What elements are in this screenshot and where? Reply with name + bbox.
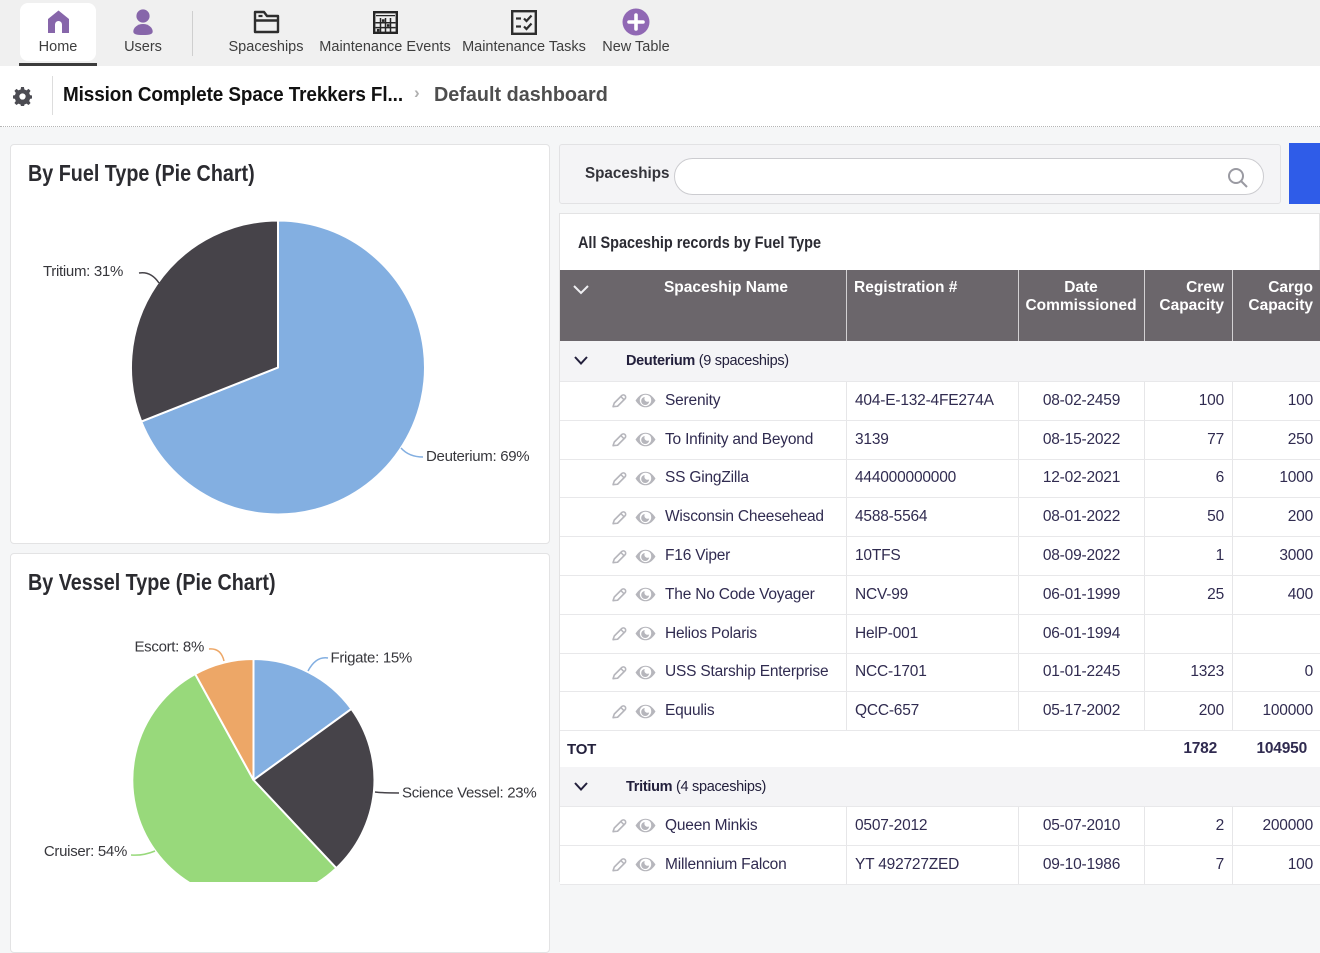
svg-text:Cruiser: 54%: Cruiser: 54% <box>44 843 127 860</box>
svg-text:Tritium: 31%: Tritium: 31% <box>43 263 123 280</box>
svg-text:Frigate: 15%: Frigate: 15% <box>331 650 412 667</box>
svg-text:Escort: 8%: Escort: 8% <box>134 639 204 656</box>
svg-text:Science Vessel: 23%: Science Vessel: 23% <box>402 785 536 802</box>
svg-text:Deuterium: 69%: Deuterium: 69% <box>426 448 529 465</box>
